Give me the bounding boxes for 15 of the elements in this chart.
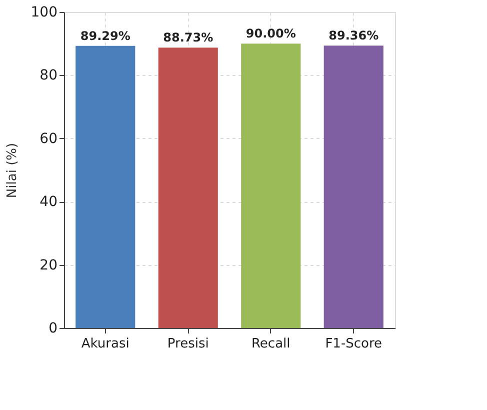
y-tick-label: 100 <box>30 4 58 20</box>
data-label: 88.73% <box>163 30 214 45</box>
x-tick-label: Akurasi <box>81 336 130 352</box>
y-tick-label: 20 <box>40 257 58 274</box>
x-tick-label: Presisi <box>167 336 209 352</box>
y-tick-label: 0 <box>48 320 58 336</box>
data-label: 89.36% <box>328 28 379 43</box>
y-tick-label: 80 <box>40 68 58 84</box>
y-tick-label: 60 <box>40 130 58 147</box>
y-tick-label: 40 <box>40 194 58 210</box>
data-label: 89.29% <box>80 28 130 43</box>
x-tick-label: Recall <box>251 336 290 352</box>
data-label: 90.00% <box>246 26 296 41</box>
x-tick-label: F1-Score <box>325 336 382 352</box>
y-axis-title: Nilai (%) <box>4 142 20 198</box>
